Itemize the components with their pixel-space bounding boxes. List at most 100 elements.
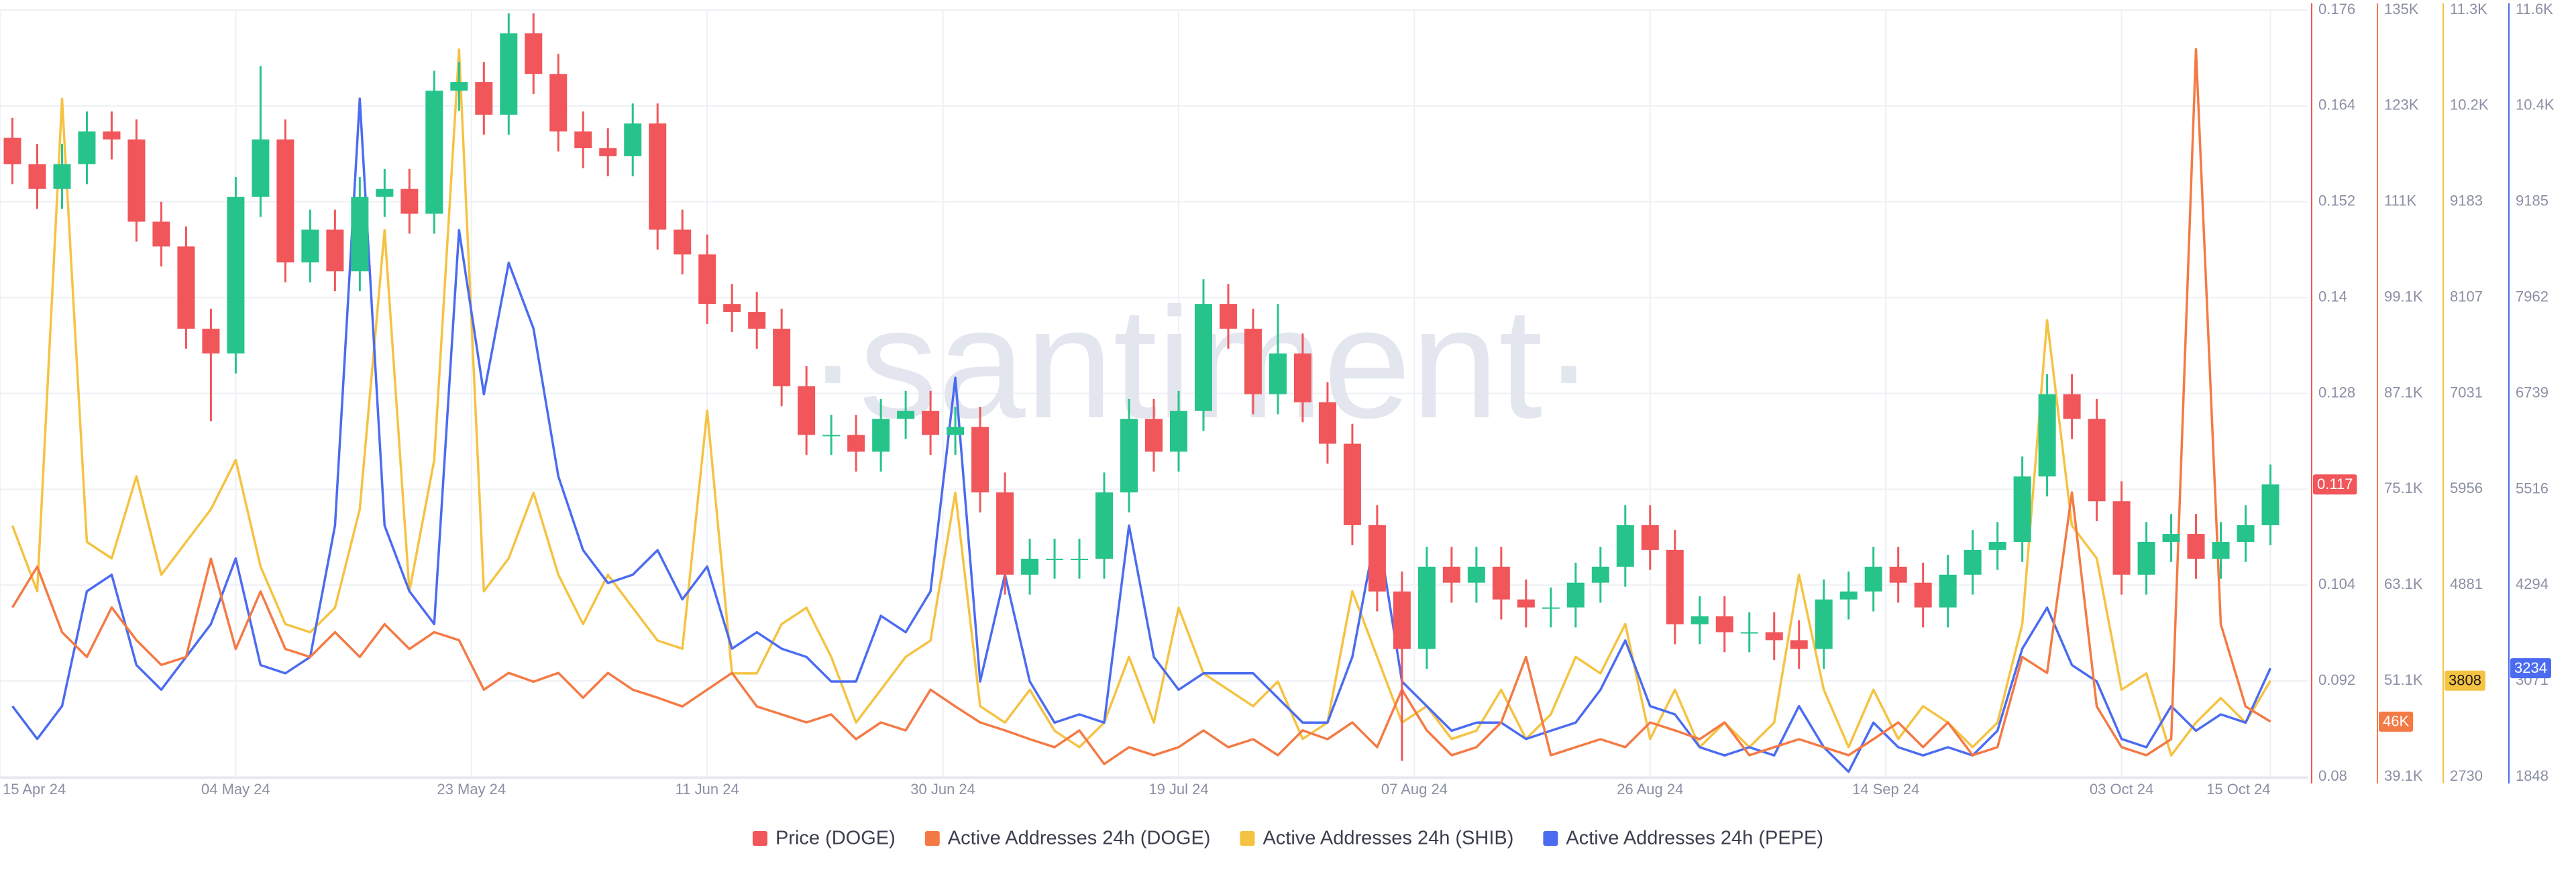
y-tick-label: 63.1K — [2384, 576, 2423, 592]
candle-body — [227, 197, 245, 353]
x-tick-label: 14 Sep 24 — [1852, 781, 1919, 798]
candle-body — [1393, 591, 1411, 649]
candle-body — [1815, 599, 1833, 649]
candle-body — [1889, 566, 1907, 583]
y-tick-label: 75.1K — [2384, 480, 2423, 496]
value-badge-label: 0.117 — [2317, 476, 2353, 492]
y-tick-label: 123K — [2384, 97, 2419, 113]
candle-body — [1244, 329, 1262, 394]
candle-body — [202, 329, 220, 353]
candle-body — [649, 123, 667, 230]
candle-body — [1864, 566, 1882, 592]
candle-body — [1542, 607, 1560, 609]
legend-swatch — [924, 831, 940, 846]
value-badge-label: 46K — [2383, 713, 2409, 730]
candle-body — [1442, 566, 1460, 583]
candle-body — [872, 419, 890, 452]
legend-label: Active Addresses 24h (SHIB) — [1263, 828, 1513, 849]
candle-body — [1046, 558, 1064, 560]
y-tick-label: 7962 — [2516, 288, 2548, 305]
candle-body — [624, 123, 642, 156]
x-tick-label: 15 Apr 24 — [3, 781, 66, 798]
candle-body — [1343, 443, 1361, 525]
candle-body — [1616, 525, 1634, 567]
candle-body — [1318, 402, 1336, 444]
candle-body — [1492, 566, 1510, 600]
candle-body — [922, 411, 940, 435]
plot-area — [3, 13, 2279, 773]
x-tick-label: 11 Jun 24 — [676, 781, 739, 798]
y-tick-label: 11.3K — [2450, 1, 2487, 17]
candle-body — [822, 435, 841, 437]
candle-body — [1988, 541, 2006, 550]
candle-body — [897, 411, 915, 419]
candle-body — [450, 82, 468, 91]
candle-body — [847, 435, 865, 452]
candle-body — [1194, 304, 1212, 411]
candle-body — [996, 492, 1014, 575]
y-tick-label: 111K — [2384, 193, 2416, 209]
y-tick-label: 0.08 — [2318, 767, 2347, 784]
candle-body — [252, 139, 270, 197]
y-tick-label: 135K — [2384, 1, 2419, 17]
value-badge-label: 3234 — [2514, 659, 2547, 676]
candle-body — [1071, 558, 1089, 560]
candle-body — [947, 427, 965, 435]
candle-body — [351, 197, 369, 272]
candle-body — [1169, 411, 1187, 452]
candle-body — [1120, 419, 1138, 493]
legend-label: Price (DOGE) — [775, 828, 896, 849]
y-tick-label: 0.152 — [2318, 193, 2355, 209]
y-tick-label: 1848 — [2516, 767, 2548, 784]
candle-body — [1566, 582, 1585, 608]
candle-body — [2013, 476, 2031, 542]
candle-body — [2162, 534, 2180, 542]
x-tick-label: 03 Oct 24 — [2090, 781, 2153, 798]
candle-body — [376, 188, 394, 197]
legend-label: Active Addresses 24h (DOGE) — [948, 828, 1211, 849]
x-tick-label: 07 Aug 24 — [1381, 781, 1448, 798]
x-tick-label: 15 Oct 24 — [2206, 781, 2270, 798]
y-tick-label: 6739 — [2516, 384, 2548, 400]
x-tick-label: 30 Jun 24 — [910, 781, 975, 798]
candle-body — [1467, 566, 1485, 583]
x-tick-label: 26 Aug 24 — [1617, 781, 1683, 798]
legend-swatch — [1240, 831, 1255, 846]
y-tick-label: 0.104 — [2318, 576, 2355, 592]
candle-body — [698, 254, 716, 305]
y-tick-label: 10.4K — [2516, 97, 2555, 113]
legend-swatch — [752, 831, 767, 846]
candle-body — [1269, 353, 1287, 394]
y-tick-label: 4881 — [2450, 576, 2483, 592]
x-tick-label: 19 Jul 24 — [1148, 781, 1208, 798]
value-badge — [2313, 474, 2357, 495]
candle-body — [549, 74, 568, 131]
y-tick-label: 2730 — [2450, 767, 2483, 784]
candle-body — [78, 131, 96, 164]
candle-body — [1021, 558, 1039, 575]
x-tick-label: 04 May 24 — [201, 781, 270, 798]
candle-body — [1790, 640, 1808, 649]
candle-body — [1964, 549, 1982, 575]
axes: 15 Apr 24 04 May 24 23 May 24 11 Jun 24 30 J… — [0, 1, 2555, 798]
y-tick-label: 0.14 — [2318, 288, 2347, 305]
candle-body — [1765, 632, 1783, 641]
candle-body — [475, 82, 493, 115]
y-tick-label: 99.1K — [2384, 288, 2423, 305]
candle-body — [2261, 484, 2279, 525]
candle-body — [326, 229, 344, 272]
candle-body — [1939, 574, 1957, 608]
candle-body — [2038, 394, 2056, 477]
candle-body — [1914, 582, 1932, 608]
value-badge — [2379, 711, 2414, 732]
candle-body — [1517, 599, 1535, 608]
candle-body — [2187, 534, 2205, 559]
value-badge — [2445, 670, 2485, 691]
y-tick-label: 10.2K — [2450, 97, 2489, 113]
y-tick-label: 0.128 — [2318, 384, 2355, 400]
y-tick-label: 0.176 — [2318, 1, 2355, 17]
candle-body — [103, 131, 121, 140]
legend: Price (DOGE) Active Addresses 24h (DOGE) A… — [752, 828, 1823, 849]
series-line — [11, 48, 2271, 765]
candle-body — [2137, 541, 2155, 575]
